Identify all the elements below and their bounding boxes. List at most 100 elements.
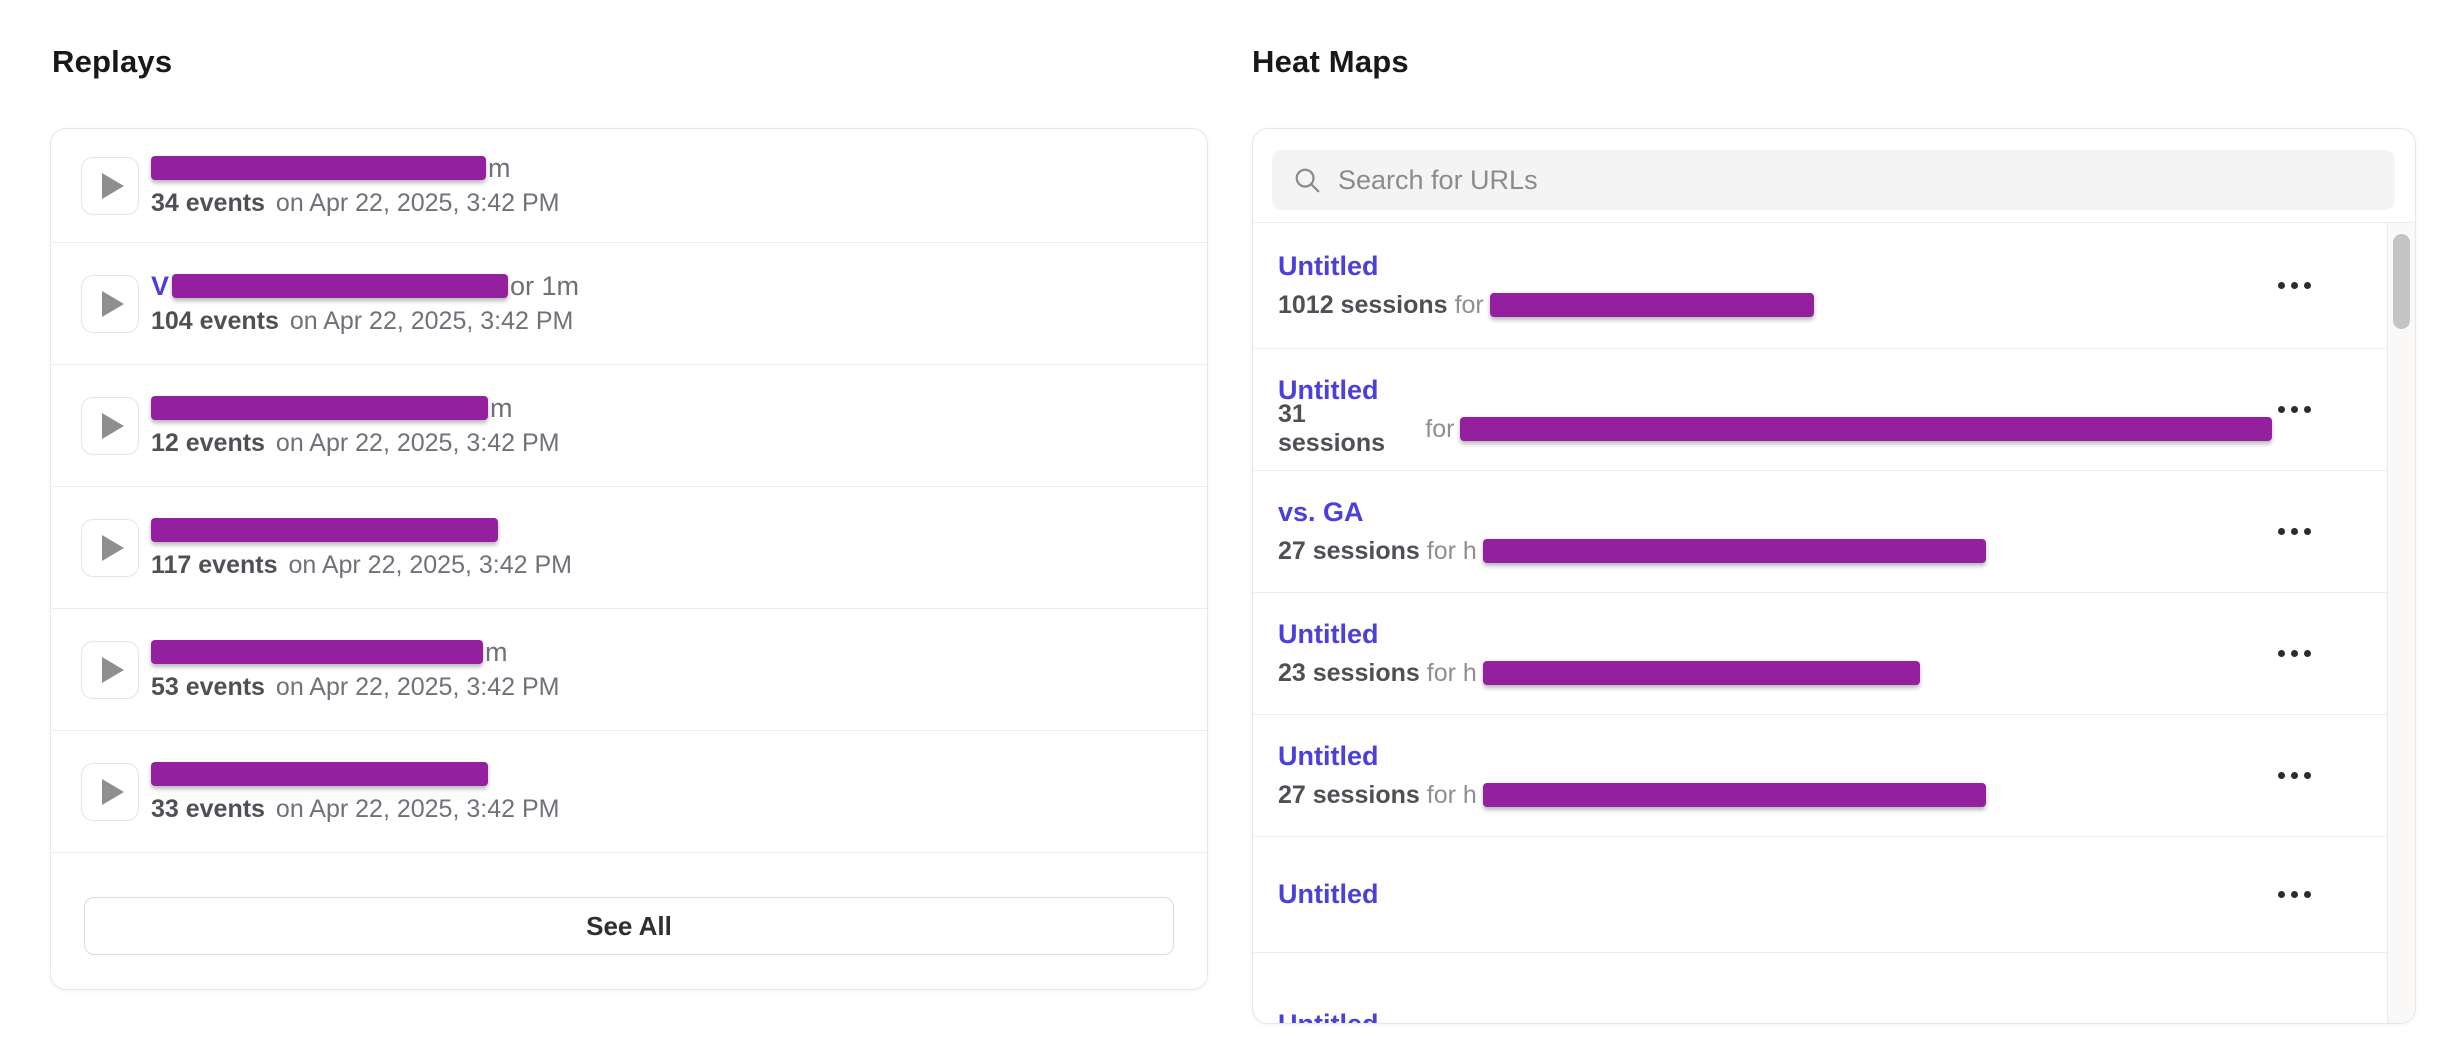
heatmap-row-clipped[interactable]: Untitled	[1253, 953, 2387, 1024]
play-button[interactable]	[81, 640, 139, 699]
redacted-name-bar	[151, 518, 498, 542]
scrollbar-thumb[interactable]	[2393, 234, 2410, 329]
heatmap-row[interactable]: Untitled	[1253, 837, 2387, 953]
ellipsis-icon	[2278, 650, 2285, 657]
ellipsis-icon	[2304, 528, 2311, 535]
play-icon	[102, 412, 124, 439]
replay-timestamp: on Apr 22, 2025, 3:42 PM	[275, 795, 560, 823]
ellipsis-icon	[2278, 891, 2285, 898]
heatmaps-section-title: Heat Maps	[1252, 44, 1409, 79]
replay-meta: 104 events on Apr 22, 2025, 3:42 PM	[151, 307, 579, 336]
event-count: 104 events	[151, 307, 279, 335]
replay-meta: 33 events on Apr 22, 2025, 3:42 PM	[151, 795, 559, 824]
ellipsis-icon	[2291, 406, 2298, 413]
event-count: 53 events	[151, 673, 265, 701]
ellipsis-icon	[2278, 528, 2285, 535]
replay-timestamp: on Apr 22, 2025, 3:42 PM	[288, 551, 572, 579]
play-icon	[102, 290, 124, 317]
row-menu-button[interactable]	[2272, 272, 2317, 299]
play-button[interactable]	[81, 156, 139, 215]
scrollbar-track[interactable]	[2387, 223, 2415, 1023]
replay-row[interactable]: 117 events on Apr 22, 2025, 3:42 PM	[51, 487, 1207, 609]
replay-name-suffix: m	[488, 152, 511, 183]
heatmap-title-link[interactable]: Untitled	[1278, 879, 1379, 909]
sessions-for-text: for	[1425, 414, 1455, 443]
heatmap-title-link[interactable]: Untitled	[1278, 741, 1379, 771]
replay-row[interactable]: m 12 events on Apr 22, 2025, 3:42 PM	[51, 365, 1207, 487]
redacted-url-bar	[1482, 661, 1920, 685]
replay-meta: 12 events on Apr 22, 2025, 3:42 PM	[151, 429, 559, 458]
event-count: 34 events	[151, 189, 265, 217]
redacted-name-bar	[151, 156, 486, 180]
ellipsis-icon	[2278, 282, 2285, 289]
heatmap-title-link[interactable]: Untitled	[1278, 251, 1379, 281]
redacted-url-bar	[1482, 783, 1986, 807]
session-count: 31 sessions	[1278, 400, 1386, 457]
replay-name[interactable]: V or 1m	[151, 271, 579, 301]
heatmap-title-link[interactable]: Untitled	[1278, 375, 1379, 405]
heatmap-row[interactable]: Untitled 23 sessions for h	[1253, 593, 2387, 715]
heatmap-sessions: 23 sessions for h	[1278, 658, 1920, 688]
search-box[interactable]	[1272, 150, 2395, 210]
ellipsis-icon	[2304, 282, 2311, 289]
replay-timestamp: on Apr 22, 2025, 3:42 PM	[289, 307, 574, 335]
redacted-name-bar	[151, 762, 488, 786]
replay-row[interactable]: V or 1m 104 events on Apr 22, 2025, 3:42…	[51, 243, 1207, 365]
heatmap-title-link[interactable]: vs. GA	[1278, 497, 1364, 527]
redacted-name-bar	[172, 274, 509, 298]
heatmap-title-link[interactable]: Untitled	[1278, 619, 1379, 649]
search-icon	[1295, 168, 1320, 193]
ellipsis-icon	[2291, 891, 2298, 898]
ellipsis-icon	[2291, 772, 2298, 779]
redacted-url-bar	[1482, 539, 1986, 563]
replay-meta: 117 events on Apr 22, 2025, 3:42 PM	[151, 551, 572, 580]
replay-name-suffix: or 1m	[510, 270, 580, 301]
row-menu-button[interactable]	[2272, 518, 2317, 545]
play-button[interactable]	[81, 396, 139, 455]
replay-name-suffix: m	[490, 392, 513, 423]
search-input[interactable]	[1338, 164, 2375, 196]
replay-meta: 34 events on Apr 22, 2025, 3:42 PM	[151, 189, 559, 218]
replay-name[interactable]: m	[151, 637, 559, 667]
replays-section-title: Replays	[52, 44, 173, 79]
heatmap-row[interactable]: vs. GA 27 sessions for h	[1253, 471, 2387, 593]
replay-name[interactable]: m	[151, 153, 559, 183]
play-button[interactable]	[81, 274, 139, 333]
replay-meta: 53 events on Apr 22, 2025, 3:42 PM	[151, 673, 559, 702]
replay-name[interactable]: m	[151, 393, 559, 423]
redacted-url-bar	[1460, 417, 2272, 441]
row-menu-button[interactable]	[2272, 762, 2317, 789]
replay-name[interactable]	[151, 515, 572, 545]
event-count: 12 events	[151, 429, 265, 457]
row-menu-button[interactable]	[2272, 396, 2317, 423]
heatmap-sessions: 1012 sessions for	[1278, 290, 1814, 320]
heatmap-row[interactable]: Untitled 27 sessions for h	[1253, 715, 2387, 837]
heatmap-title-link[interactable]: Untitled	[1278, 1009, 1379, 1024]
ellipsis-icon	[2291, 528, 2298, 535]
session-count: 1012 sessions	[1278, 290, 1448, 319]
heatmap-sessions: 27 sessions for h	[1278, 536, 1986, 566]
play-icon	[102, 656, 124, 683]
replay-row[interactable]: m 53 events on Apr 22, 2025, 3:42 PM	[51, 609, 1207, 731]
heatmap-sessions: 31 sessions for	[1278, 400, 2272, 457]
play-button[interactable]	[81, 762, 139, 821]
replay-name[interactable]	[151, 759, 559, 789]
event-count: 117 events	[151, 551, 278, 579]
ellipsis-icon	[2304, 406, 2311, 413]
heatmap-row[interactable]: Untitled 31 sessions for	[1253, 349, 2387, 471]
row-menu-button[interactable]	[2272, 640, 2317, 667]
play-button[interactable]	[81, 518, 139, 577]
redacted-name-bar	[151, 640, 483, 664]
see-all-button[interactable]: See All	[84, 897, 1174, 955]
ellipsis-icon	[2278, 772, 2285, 779]
replay-row[interactable]: 33 events on Apr 22, 2025, 3:42 PM	[51, 731, 1207, 853]
replay-timestamp: on Apr 22, 2025, 3:42 PM	[275, 189, 560, 217]
replay-timestamp: on Apr 22, 2025, 3:42 PM	[275, 673, 560, 701]
heatmap-row[interactable]: Untitled 1012 sessions for	[1253, 223, 2387, 349]
ellipsis-icon	[2304, 650, 2311, 657]
heatmaps-search-section	[1253, 129, 2415, 223]
replay-row[interactable]: m 34 events on Apr 22, 2025, 3:42 PM	[51, 129, 1207, 243]
row-menu-button[interactable]	[2272, 881, 2317, 908]
replay-timestamp: on Apr 22, 2025, 3:42 PM	[275, 429, 560, 457]
play-icon	[102, 534, 124, 561]
